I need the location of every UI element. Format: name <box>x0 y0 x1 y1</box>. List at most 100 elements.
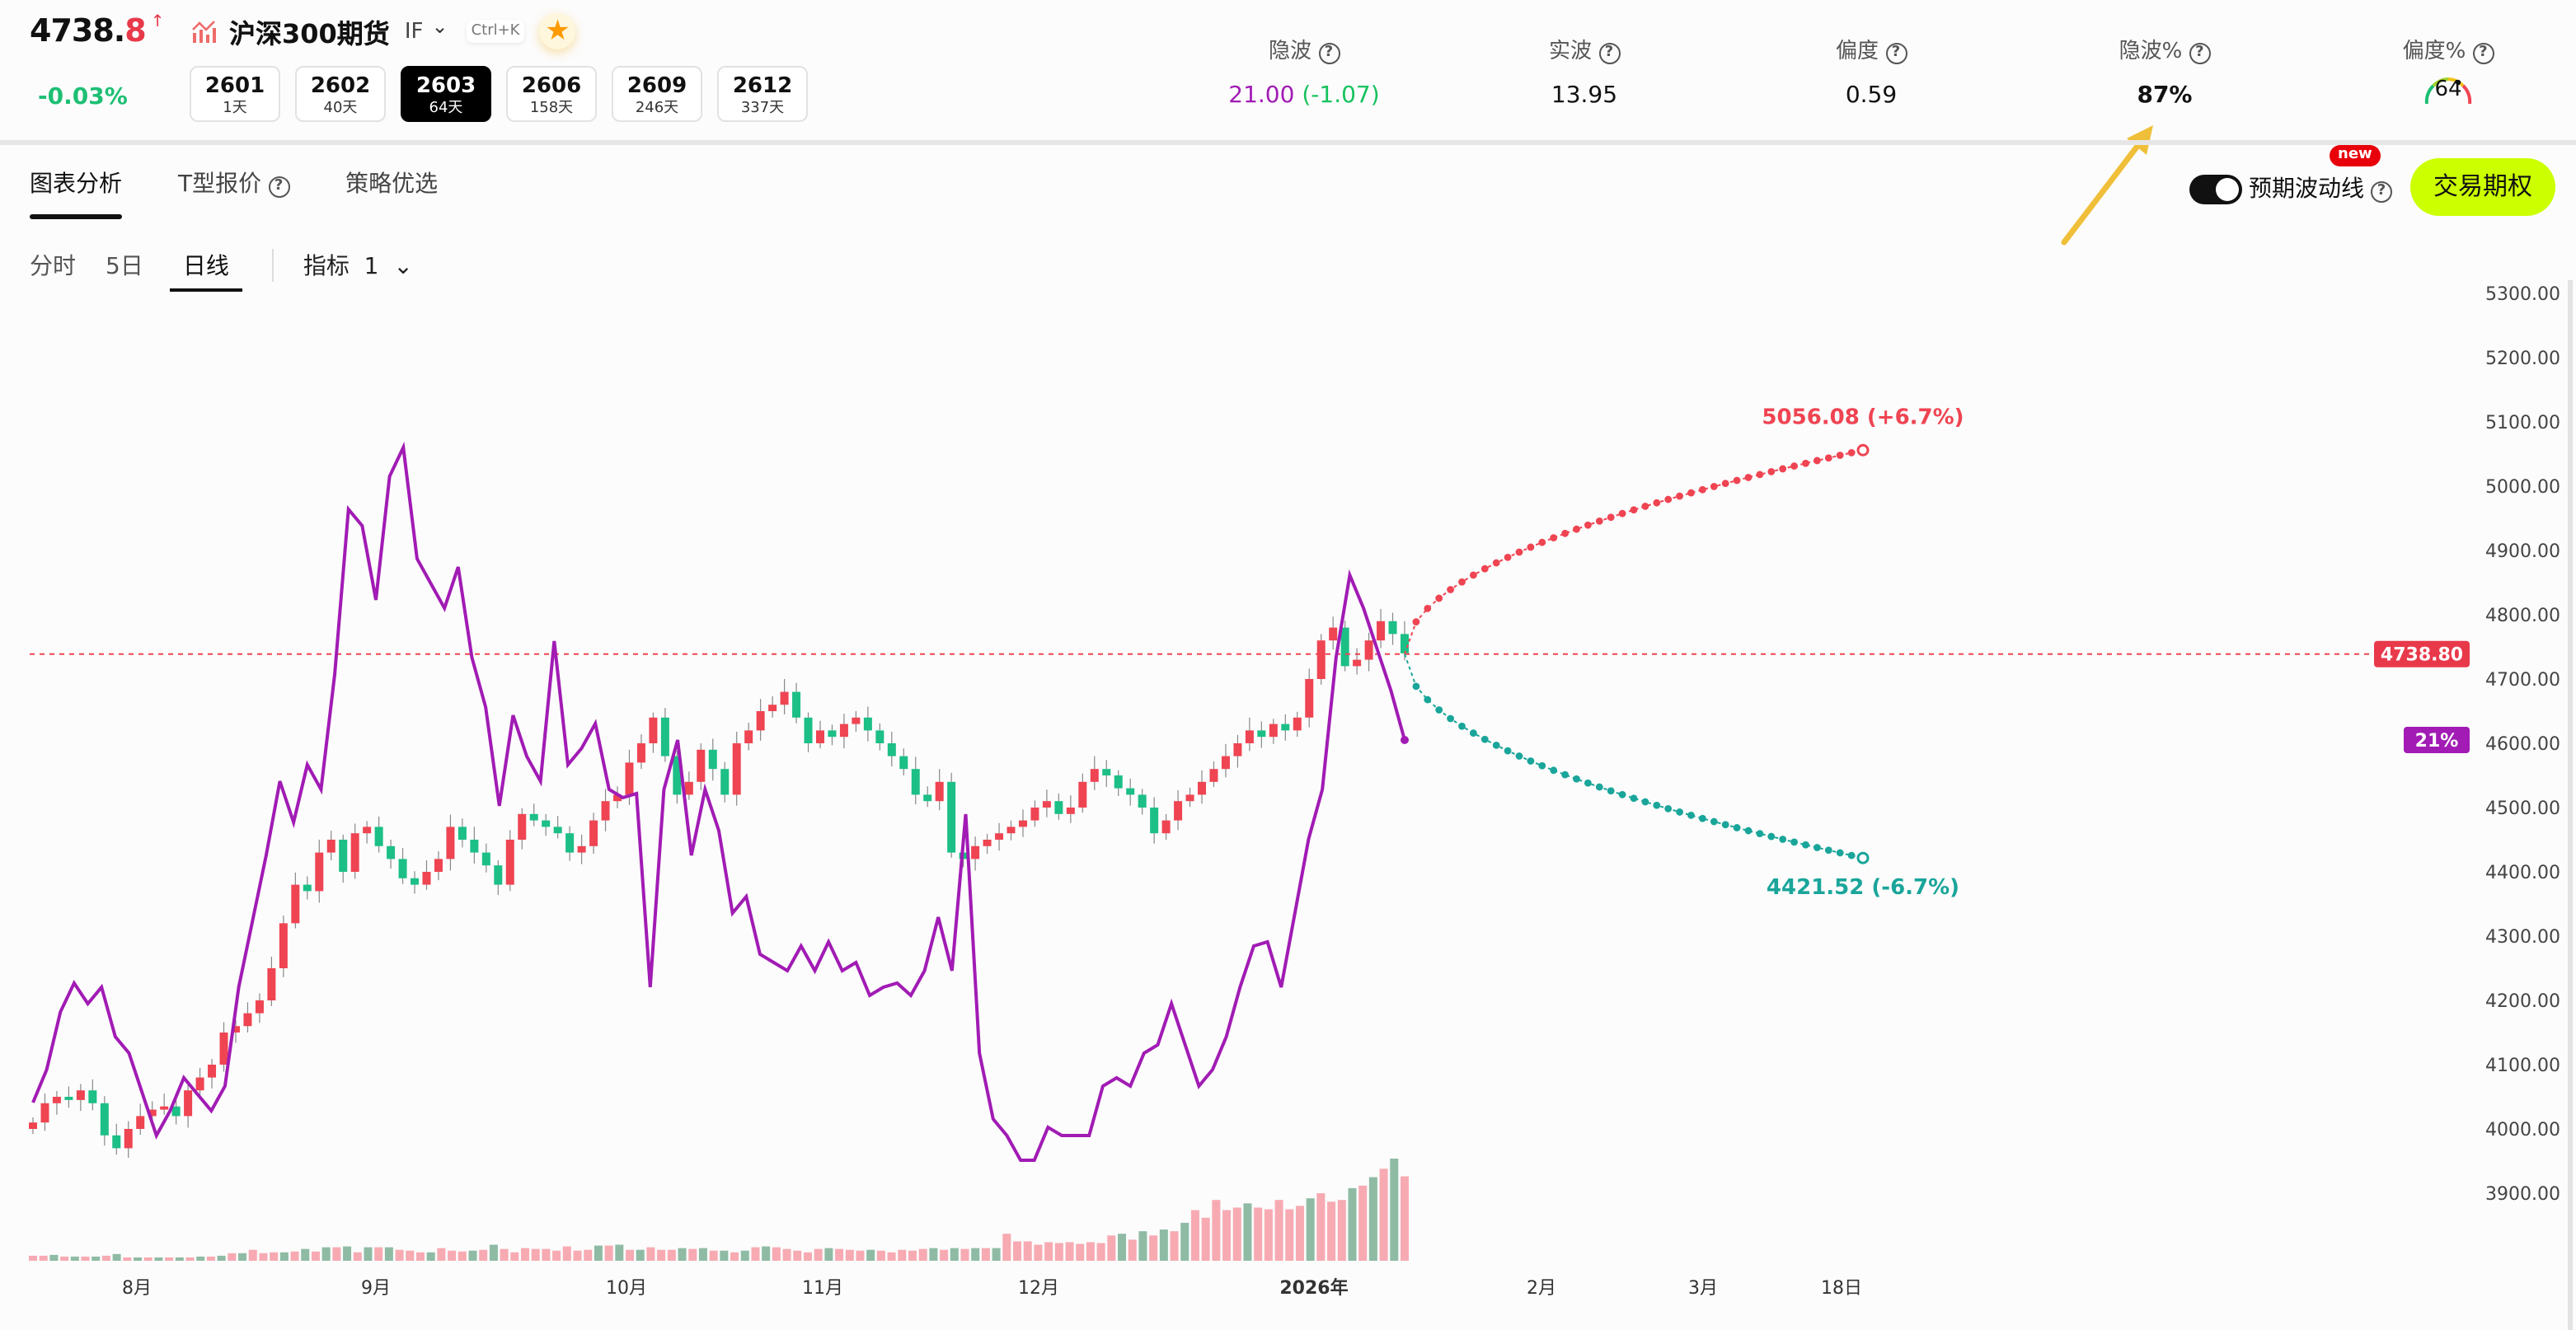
help-icon[interactable]: ? <box>2371 181 2392 203</box>
candle-body <box>995 833 1004 840</box>
volume-bar <box>1002 1234 1011 1261</box>
volume-bar <box>426 1252 435 1261</box>
volume-bar <box>206 1256 215 1261</box>
trade-options-button[interactable]: 交易期权 <box>2410 158 2555 216</box>
candle-body <box>1388 621 1397 635</box>
tab-chart-analysis[interactable]: 图表分析 <box>30 166 122 219</box>
contract-2609[interactable]: 2609 246天 <box>612 66 702 122</box>
candle-body <box>1018 820 1027 827</box>
upper-projection-dot <box>1470 571 1477 579</box>
instrument-code[interactable]: IF <box>404 19 424 44</box>
volume-bar <box>542 1248 551 1261</box>
candle-body <box>124 1129 133 1149</box>
volume-bar <box>1285 1209 1294 1261</box>
volume-bar <box>1023 1241 1032 1261</box>
help-icon[interactable]: ? <box>1598 43 1620 64</box>
lower-projection-dot <box>1527 757 1535 765</box>
contract-2612[interactable]: 2612 337天 <box>717 66 808 122</box>
candle-body <box>434 859 443 872</box>
lower-projection-dot <box>1836 849 1844 857</box>
candle-body <box>112 1135 121 1149</box>
help-icon[interactable]: ? <box>2189 43 2211 64</box>
candle-body <box>398 859 407 878</box>
instrument-title[interactable]: 沪深300期货 <box>229 18 390 49</box>
volume-bar <box>552 1250 561 1261</box>
lower-projection-dot <box>1676 808 1683 816</box>
candle-body <box>339 840 348 872</box>
volume-bar <box>91 1256 101 1261</box>
upper-projection-dot <box>1573 525 1580 533</box>
volume-bar <box>228 1253 237 1261</box>
indicator-count: 1 <box>364 254 379 280</box>
contract-2602[interactable]: 2602 40天 <box>295 66 386 122</box>
metric-label: 实波 <box>1548 40 1592 64</box>
volume-bar <box>657 1249 666 1261</box>
candle-body <box>804 717 813 743</box>
candle-body <box>660 717 669 756</box>
candle-body <box>148 1109 157 1117</box>
volume-bar <box>165 1257 174 1261</box>
upper-projection-dot <box>1561 529 1569 537</box>
volume-bar <box>636 1249 645 1261</box>
volume-bar <box>562 1246 571 1261</box>
candle-body <box>208 1065 217 1078</box>
candle-body <box>231 1026 240 1033</box>
contract-2606[interactable]: 2606 158天 <box>506 66 597 122</box>
help-icon[interactable]: ? <box>1318 43 1340 64</box>
help-icon[interactable]: ? <box>2472 43 2494 64</box>
volume-bar <box>134 1257 143 1261</box>
y-tick-label: 4700.00 <box>2485 670 2560 691</box>
chevron-down-icon[interactable]: ⌄ <box>431 15 448 38</box>
candle-body <box>1221 756 1230 770</box>
volume-bar <box>81 1256 90 1261</box>
candle-body <box>852 717 861 724</box>
contract-2603[interactable]: 2603 64天 <box>401 66 491 122</box>
volume-bar <box>1159 1229 1168 1261</box>
lower-projection-dot <box>1550 766 1558 775</box>
volume-bar <box>1348 1187 1357 1261</box>
volume-bar <box>803 1252 812 1261</box>
volume-bar <box>835 1248 844 1261</box>
candle-body <box>1150 808 1159 834</box>
search-shortcut[interactable]: Ctrl+K <box>466 20 525 43</box>
lower-projection-dot <box>1435 706 1443 714</box>
candle-body <box>1245 730 1254 743</box>
expected-move-toggle[interactable] <box>2189 175 2242 204</box>
indicator-dropdown[interactable]: 指标 1 ⌄ <box>303 249 413 282</box>
period-daily[interactable]: 日线 <box>169 249 242 292</box>
y-tick-label: 4000.00 <box>2485 1120 2560 1140</box>
volume-bar <box>321 1247 331 1261</box>
volume-bar <box>238 1253 247 1261</box>
iv-tag-label: 21% <box>2415 731 2459 752</box>
candle-body <box>136 1116 145 1129</box>
upper-projection-dot <box>1847 448 1856 457</box>
indicator-label: 指标 <box>303 254 350 280</box>
lower-projection-dot <box>1710 817 1718 826</box>
volume-bar <box>1337 1200 1346 1261</box>
upper-projection-dot <box>1412 618 1420 626</box>
period-5day[interactable]: 5日 <box>106 254 143 280</box>
header-divider <box>0 140 2576 145</box>
favorite-star-icon[interactable]: ★ <box>539 13 576 49</box>
contract-days: 158天 <box>529 101 574 117</box>
candle-body <box>625 762 634 795</box>
lower-projection-dot <box>1814 844 1821 851</box>
help-icon[interactable]: ? <box>268 176 290 198</box>
help-icon[interactable]: ? <box>1885 43 1907 64</box>
candle-body <box>756 711 765 731</box>
period-intraday[interactable]: 分时 <box>30 254 76 280</box>
volume-bar <box>1128 1239 1137 1261</box>
tab-t-quote[interactable]: T型报价? <box>178 166 290 199</box>
metric-rv: 实波? 13.95 <box>1461 33 1708 109</box>
contract-2601[interactable]: 2601 1天 <box>190 66 280 122</box>
volume-bar <box>374 1247 383 1261</box>
last-price-tag-label: 4738.80 <box>2381 645 2463 666</box>
volume-bar <box>500 1248 509 1261</box>
metric-iv-percentile: 隐波%? 87% <box>2041 33 2288 109</box>
tab-strategy[interactable]: 策略优选 <box>345 171 439 198</box>
volume-bar <box>1076 1243 1085 1261</box>
candle-body <box>160 1106 169 1110</box>
volume-bar <box>1107 1235 1116 1261</box>
volume-bar <box>290 1251 299 1261</box>
